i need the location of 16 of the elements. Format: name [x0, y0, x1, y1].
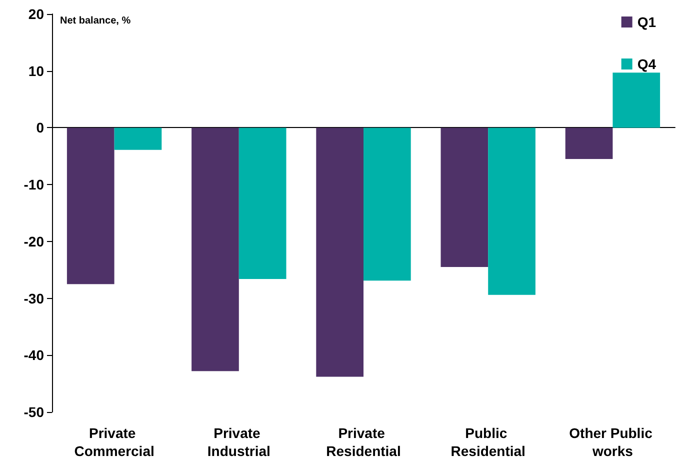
- y-tick-label: -50: [24, 404, 44, 420]
- y-tick-label: 10: [28, 62, 44, 79]
- legend-label: Q1: [637, 14, 656, 30]
- y-tick-label: -10: [24, 176, 44, 193]
- x-tick-label: Other Public works: [569, 425, 656, 459]
- y-tick-label: -30: [24, 290, 44, 306]
- x-tick-label: Private Residential: [326, 425, 401, 459]
- x-tick-label: Public Residential: [450, 425, 526, 459]
- y-tick-label: -40: [24, 347, 44, 364]
- legend-label: Q4: [637, 56, 656, 72]
- y-tick-label: 20: [28, 6, 44, 22]
- y-tick-label: -20: [24, 233, 44, 250]
- y-axis-title: Net balance, %: [60, 16, 131, 26]
- y-tick-label: 0: [36, 120, 44, 136]
- x-tick-label: Private Industrial: [207, 425, 270, 459]
- x-tick-label: Private Commercial: [74, 425, 154, 459]
